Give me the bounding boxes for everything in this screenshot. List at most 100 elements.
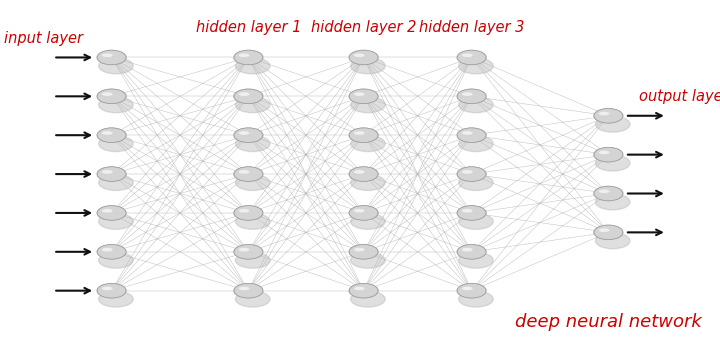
Ellipse shape [238, 248, 249, 251]
Ellipse shape [349, 128, 378, 143]
Ellipse shape [235, 58, 270, 74]
Ellipse shape [96, 244, 127, 260]
Ellipse shape [351, 175, 385, 190]
Ellipse shape [593, 186, 624, 201]
Ellipse shape [462, 287, 473, 290]
Ellipse shape [456, 205, 487, 221]
Ellipse shape [459, 175, 493, 190]
Ellipse shape [234, 244, 263, 259]
Ellipse shape [354, 170, 364, 174]
Ellipse shape [102, 170, 113, 174]
Ellipse shape [459, 214, 493, 229]
Ellipse shape [102, 53, 113, 57]
Ellipse shape [456, 244, 487, 260]
Text: output layer: output layer [639, 89, 720, 104]
Ellipse shape [457, 206, 486, 220]
Ellipse shape [233, 283, 264, 298]
Ellipse shape [234, 89, 263, 104]
Ellipse shape [594, 147, 623, 162]
Ellipse shape [456, 89, 487, 104]
Ellipse shape [102, 92, 113, 96]
Ellipse shape [102, 131, 113, 135]
Ellipse shape [233, 127, 264, 143]
Ellipse shape [459, 97, 493, 113]
Ellipse shape [348, 127, 379, 143]
Ellipse shape [99, 214, 133, 229]
Ellipse shape [459, 291, 493, 307]
Ellipse shape [96, 50, 127, 65]
Ellipse shape [462, 131, 473, 135]
Ellipse shape [351, 291, 385, 307]
Ellipse shape [97, 206, 126, 220]
Ellipse shape [99, 58, 133, 74]
Ellipse shape [234, 206, 263, 220]
Ellipse shape [99, 291, 133, 307]
Ellipse shape [233, 50, 264, 65]
Ellipse shape [349, 167, 378, 182]
Ellipse shape [456, 283, 487, 298]
Ellipse shape [456, 166, 487, 182]
Ellipse shape [599, 112, 609, 115]
Ellipse shape [462, 53, 473, 57]
Ellipse shape [238, 209, 249, 213]
Ellipse shape [462, 92, 473, 96]
Ellipse shape [457, 283, 486, 298]
Ellipse shape [235, 97, 270, 113]
Ellipse shape [238, 287, 249, 290]
Ellipse shape [234, 167, 263, 182]
Ellipse shape [354, 248, 364, 251]
Ellipse shape [238, 92, 249, 96]
Ellipse shape [233, 244, 264, 260]
Ellipse shape [235, 175, 270, 190]
Ellipse shape [459, 58, 493, 74]
Ellipse shape [595, 116, 630, 132]
Ellipse shape [462, 170, 473, 174]
Ellipse shape [234, 283, 263, 298]
Ellipse shape [595, 155, 630, 171]
Ellipse shape [348, 244, 379, 260]
Ellipse shape [593, 147, 624, 162]
Ellipse shape [351, 58, 385, 74]
Ellipse shape [97, 89, 126, 104]
Ellipse shape [459, 136, 493, 151]
Ellipse shape [96, 283, 127, 298]
Ellipse shape [234, 128, 263, 143]
Ellipse shape [235, 214, 270, 229]
Ellipse shape [351, 136, 385, 151]
Ellipse shape [457, 50, 486, 65]
Ellipse shape [351, 252, 385, 268]
Ellipse shape [99, 175, 133, 190]
Ellipse shape [96, 127, 127, 143]
Ellipse shape [349, 206, 378, 220]
Ellipse shape [233, 166, 264, 182]
Ellipse shape [348, 166, 379, 182]
Ellipse shape [599, 228, 609, 232]
Ellipse shape [354, 287, 364, 290]
Ellipse shape [354, 53, 364, 57]
Ellipse shape [594, 186, 623, 201]
Text: input layer: input layer [4, 31, 83, 46]
Ellipse shape [599, 151, 609, 154]
Ellipse shape [595, 233, 630, 249]
Ellipse shape [593, 108, 624, 123]
Ellipse shape [348, 50, 379, 65]
Ellipse shape [457, 89, 486, 104]
Ellipse shape [238, 53, 249, 57]
Ellipse shape [99, 97, 133, 113]
Ellipse shape [99, 136, 133, 151]
Ellipse shape [599, 190, 609, 193]
Ellipse shape [354, 131, 364, 135]
Ellipse shape [349, 283, 378, 298]
Ellipse shape [457, 167, 486, 182]
Ellipse shape [234, 50, 263, 65]
Ellipse shape [456, 50, 487, 65]
Ellipse shape [348, 89, 379, 104]
Ellipse shape [238, 170, 249, 174]
Ellipse shape [233, 205, 264, 221]
Ellipse shape [349, 50, 378, 65]
Ellipse shape [349, 89, 378, 104]
Ellipse shape [233, 89, 264, 104]
Ellipse shape [102, 248, 113, 251]
Text: hidden layer 2: hidden layer 2 [311, 21, 416, 35]
Ellipse shape [97, 283, 126, 298]
